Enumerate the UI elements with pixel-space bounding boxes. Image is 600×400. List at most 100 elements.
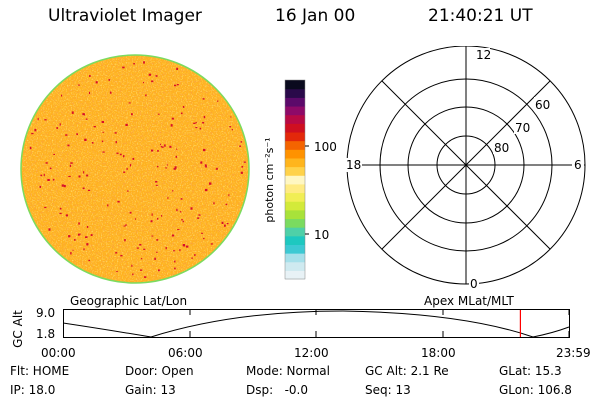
intensity-speckle <box>145 94 147 97</box>
intensity-speckle <box>132 157 135 160</box>
colorbar-label-10: 10 <box>314 228 330 242</box>
intensity-speckle <box>176 84 179 86</box>
colorbar-block <box>285 261 305 271</box>
intensity-speckle <box>125 123 128 126</box>
intensity-speckle <box>86 174 89 177</box>
intensity-speckle <box>67 144 70 147</box>
intensity-speckle <box>61 94 63 97</box>
mlat-label-80: 80 <box>494 141 509 155</box>
colorbar-block <box>285 105 305 116</box>
intensity-speckle <box>171 117 174 120</box>
intensity-speckle <box>53 153 55 155</box>
intensity-speckle <box>197 217 200 219</box>
intensity-speckle <box>176 148 178 150</box>
intensity-speckle <box>209 182 212 185</box>
colorbar-unit-label: photon cm⁻²s⁻¹ <box>263 137 276 222</box>
intensity-speckle <box>224 224 226 227</box>
colorbar-block <box>285 88 305 98</box>
intensity-speckle <box>179 211 182 213</box>
intensity-speckle <box>52 178 55 181</box>
colorbar-block <box>285 149 305 159</box>
intensity-speckle <box>171 234 175 237</box>
intensity-speckle <box>47 178 50 181</box>
intensity-speckle <box>133 63 135 65</box>
intensity-speckle <box>151 80 154 83</box>
intensity-speckle <box>82 187 85 190</box>
intensity-speckle <box>116 152 119 154</box>
colorbar-block <box>285 123 305 133</box>
intensity-speckle <box>131 264 133 267</box>
intensity-speckle <box>165 167 167 169</box>
intensity-speckle <box>115 141 117 144</box>
intensity-speckle <box>84 138 87 141</box>
mlat-label-60: 60 <box>535 98 550 112</box>
intensity-speckle <box>143 61 145 64</box>
earth-disk-image <box>20 54 250 284</box>
time-tick-0600: 06:00 <box>168 346 203 360</box>
intensity-speckle <box>107 204 109 207</box>
intensity-speckle <box>119 153 122 156</box>
colorbar-block <box>285 270 305 280</box>
intensity-speckle <box>114 132 117 134</box>
intensity-speckle <box>230 116 232 118</box>
intensity-speckle <box>134 218 136 220</box>
intensity-speckle <box>131 113 133 116</box>
colorbar-block <box>285 80 305 90</box>
intensity-speckle <box>195 122 197 124</box>
intensity-speckle <box>56 127 58 129</box>
altitude-max-label: 9.0 <box>36 306 56 320</box>
intensity-speckle <box>116 271 118 273</box>
mlt-label-6: 6 <box>574 158 582 172</box>
intensity-speckle <box>157 150 159 152</box>
intensity-speckle <box>87 189 91 191</box>
intensity-speckle <box>161 214 163 217</box>
intensity-speckle <box>126 167 128 170</box>
intensity-speckle <box>40 174 43 177</box>
intensity-speckle <box>45 162 48 164</box>
intensity-speckle <box>78 233 81 235</box>
colorbar-block <box>285 218 305 228</box>
sequence-number: Seq: 13 <box>365 383 411 397</box>
intensity-speckle <box>176 208 178 212</box>
intensity-colorbar: photon cm⁻²s⁻¹ <box>263 79 309 280</box>
date-label: 16 Jan 00 <box>275 6 356 26</box>
intensity-speckle <box>43 173 45 177</box>
intensity-speckle <box>201 232 203 234</box>
intensity-speckle <box>151 213 153 216</box>
intensity-speckle <box>48 228 51 231</box>
intensity-speckle <box>44 206 47 209</box>
intensity-speckle <box>122 155 125 158</box>
intensity-speckle <box>205 165 207 168</box>
intensity-speckle <box>115 252 118 254</box>
intensity-speckle <box>49 167 52 170</box>
intensity-speckle <box>156 217 159 220</box>
time-label: 21:40:21 UT <box>428 6 533 26</box>
intensity-speckle <box>156 251 158 253</box>
intensity-speckle <box>240 141 242 143</box>
geographic-longitude: GLon: 106.8 <box>499 383 572 397</box>
dsp-value: Dsp: -0.0 <box>246 383 309 397</box>
intensity-speckle <box>194 254 196 256</box>
colorbar-label-100: 100 <box>314 140 337 154</box>
intensity-speckle <box>123 171 126 173</box>
intensity-speckle <box>102 151 105 153</box>
intensity-speckle <box>68 175 71 177</box>
colorbar-block <box>285 140 305 150</box>
colorbar-block <box>285 253 305 263</box>
intensity-speckle <box>156 239 159 241</box>
intensity-speckle <box>161 146 164 148</box>
time-tick-1800: 18:00 <box>421 346 456 360</box>
intensity-speckle <box>180 112 183 115</box>
intensity-speckle <box>213 202 215 205</box>
intensity-speckle <box>173 168 176 170</box>
intensity-speckle <box>93 126 96 128</box>
intensity-speckle <box>169 145 172 148</box>
intensity-speckle <box>31 132 34 135</box>
apex-coords-label: Apex MLat/MLT <box>424 294 514 308</box>
intensity-speckle <box>117 200 120 203</box>
intensity-speckle <box>217 100 219 102</box>
intensity-speckle <box>240 171 243 174</box>
intensity-speckle <box>140 258 143 260</box>
intensity-speckle <box>72 249 74 251</box>
intensity-speckle <box>63 184 66 188</box>
